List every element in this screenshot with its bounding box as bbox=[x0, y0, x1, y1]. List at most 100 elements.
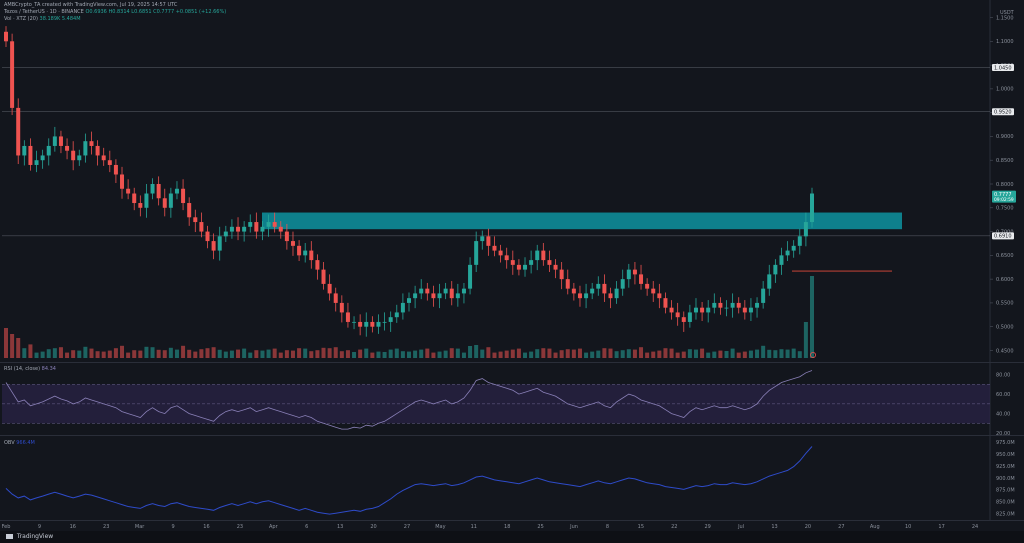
candle-body bbox=[333, 293, 338, 303]
volume-bar bbox=[199, 349, 204, 358]
volume-bar bbox=[742, 351, 747, 358]
candle-body bbox=[339, 302, 344, 313]
time-tick-label: 13 bbox=[771, 524, 777, 530]
volume-bar bbox=[626, 349, 631, 358]
candle-body bbox=[742, 307, 747, 313]
volume-bar bbox=[107, 350, 112, 358]
volume-bar bbox=[229, 350, 234, 358]
price-pane[interactable]: 1.15001.10001.05001.00000.95000.90000.85… bbox=[0, 0, 1024, 362]
candle-body bbox=[565, 279, 570, 289]
candle-body bbox=[675, 312, 680, 318]
volume-bar bbox=[187, 349, 192, 358]
rsi-legend[interactable]: RSI (14, close) 84.34 bbox=[4, 366, 56, 373]
volume-bar bbox=[89, 348, 94, 358]
volume-bar bbox=[468, 346, 473, 358]
volume-bar bbox=[388, 349, 393, 358]
rsi-line bbox=[5, 370, 813, 430]
obv-pane[interactable]: 975.0M 950.0M 925.0M 900.0M 875.0M 850.0M 825.… bbox=[0, 436, 1024, 520]
candle-body bbox=[22, 145, 27, 156]
volume-title[interactable]: Vol · XTZ (20) bbox=[4, 16, 38, 22]
candle-body bbox=[388, 317, 393, 322]
time-tick-label: May bbox=[435, 524, 445, 530]
candle-body bbox=[327, 283, 332, 294]
candle-body bbox=[284, 231, 289, 242]
candle-body bbox=[663, 298, 668, 308]
candle-body bbox=[620, 279, 625, 289]
candle-body bbox=[437, 293, 442, 299]
price-axis-bg bbox=[990, 0, 1024, 362]
time-tick-label: Jul bbox=[737, 524, 744, 530]
candle-body bbox=[223, 231, 228, 237]
volume-bar bbox=[761, 345, 766, 358]
candle-body bbox=[645, 283, 650, 289]
time-tick-label: 10 bbox=[905, 524, 911, 530]
candle-body bbox=[407, 298, 411, 303]
symbol-legend[interactable]: Tezos / TetherUS · 1D · BINANCE O0.6936 … bbox=[4, 9, 226, 16]
volume-bar bbox=[16, 338, 21, 358]
obv-title[interactable]: OBV bbox=[4, 440, 15, 446]
pane-separator[interactable] bbox=[0, 435, 1024, 436]
created-by-text: AMBCrypto_TA created with TradingView.co… bbox=[4, 2, 178, 8]
candle-body bbox=[803, 222, 808, 237]
candle-body bbox=[40, 155, 45, 161]
volume-bar bbox=[449, 348, 454, 358]
candle-body bbox=[71, 150, 76, 161]
time-tick-label: Mar bbox=[135, 524, 145, 530]
candle-body bbox=[364, 321, 369, 327]
time-tick-label: 8 bbox=[606, 524, 609, 530]
candle-body bbox=[553, 264, 558, 270]
symbol-title[interactable]: Tezos / TetherUS · 1D · BINANCE bbox=[4, 9, 84, 15]
candle-body bbox=[358, 321, 363, 327]
time-tick-label: 9 bbox=[38, 524, 41, 530]
candle-body bbox=[468, 264, 473, 289]
candle-body bbox=[639, 274, 644, 284]
price-tick-label: 1.1000 bbox=[996, 39, 1014, 45]
candle-body bbox=[199, 222, 204, 232]
time-tick-label: 27 bbox=[838, 524, 844, 530]
candle-body bbox=[523, 264, 528, 270]
time-tick-label: 24 bbox=[972, 524, 978, 530]
volume-value-2: 5.484M bbox=[61, 16, 81, 22]
candle-body bbox=[431, 293, 436, 299]
ohlc-values: O0.6936 H0.8314 L0.6851 C0.7777 +0.0851 … bbox=[85, 9, 227, 15]
volume-bar bbox=[339, 351, 344, 358]
rsi-title[interactable]: RSI (14, close) bbox=[4, 366, 41, 372]
rsi-pane[interactable]: 80.00 60.00 40.00 20.00 bbox=[0, 363, 1024, 435]
volume-bar bbox=[248, 352, 253, 358]
pane-separator[interactable] bbox=[0, 362, 1024, 363]
candle-body bbox=[785, 250, 790, 256]
time-axis[interactable]: Feb 9 16 23 Mar 9 16 23 Apr 6 13 20 27 May 11 18 25 Jun 8 1… bbox=[0, 520, 1024, 531]
price-tick-label: 0.8500 bbox=[996, 158, 1014, 164]
volume-bar bbox=[492, 352, 497, 358]
alert-icon bbox=[810, 351, 817, 358]
candle-body bbox=[736, 302, 741, 308]
volume-bar bbox=[810, 276, 814, 358]
time-tick-label: 29 bbox=[705, 524, 711, 530]
candle-body bbox=[761, 288, 766, 303]
volume-bar bbox=[608, 348, 613, 358]
volume-bar bbox=[4, 328, 8, 358]
candle-body bbox=[120, 174, 125, 189]
candle-body bbox=[272, 222, 277, 227]
obv-legend[interactable]: OBV 966.4M bbox=[4, 440, 35, 447]
candle-body bbox=[455, 293, 460, 299]
volume-bar bbox=[791, 348, 796, 358]
candle-body bbox=[547, 260, 552, 265]
volume-bar bbox=[669, 348, 674, 358]
candle-body bbox=[504, 255, 509, 261]
time-tick-label: 17 bbox=[938, 524, 944, 530]
volume-bar bbox=[407, 351, 411, 358]
volume-bar bbox=[730, 348, 735, 358]
volume-bar bbox=[46, 349, 51, 358]
candle-body bbox=[748, 307, 753, 313]
volume-bar bbox=[174, 349, 179, 358]
volume-bar bbox=[327, 348, 332, 358]
volume-legend[interactable]: Vol · XTZ (20) 38.189K 5.484M bbox=[4, 16, 81, 23]
volume-bar bbox=[645, 352, 650, 358]
time-tick-label: 9 bbox=[171, 524, 174, 530]
volume-bar bbox=[156, 349, 161, 358]
candle-body bbox=[614, 288, 619, 299]
tradingview-logo[interactable]: TradingView bbox=[6, 533, 53, 540]
volume-bar bbox=[211, 347, 216, 358]
